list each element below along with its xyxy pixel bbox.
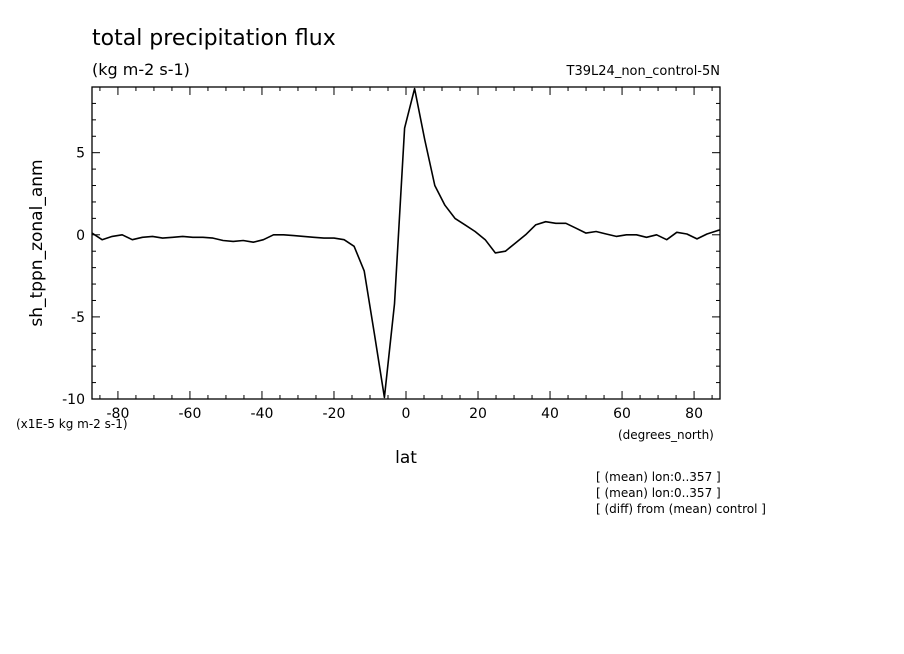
x-axis-ticks: -80 -60 -40 -20 0 20 40 60 80	[99, 87, 713, 422]
x-tick-label: 60	[613, 406, 631, 422]
y-tick-label: -10	[62, 392, 85, 408]
experiment-label: T39L24_non_control-5N	[566, 64, 720, 79]
x-axis-units: (degrees_north)	[618, 428, 714, 442]
x-tick-label: 0	[402, 406, 411, 422]
x-tick-label: -20	[323, 406, 346, 422]
x-tick-label: -60	[179, 406, 202, 422]
x-tick-label: 40	[541, 406, 559, 422]
y-tick-label: -5	[71, 310, 85, 326]
x-tick-label: -40	[251, 406, 274, 422]
y-axis-label: sh_tppn_zonal_anm	[27, 159, 47, 326]
y-scale-note: (x1E-5 kg m-2 s-1)	[16, 417, 128, 431]
y-tick-label: 5	[76, 146, 85, 162]
x-axis-label: lat	[395, 448, 417, 468]
y-tick-label: 0	[76, 228, 85, 244]
plot-frame	[91, 86, 721, 400]
x-tick-label: 80	[685, 406, 703, 422]
note-mean-lon-2: [ (mean) lon:0..357 ]	[596, 486, 721, 500]
chart-units: (kg m-2 s-1)	[92, 60, 190, 79]
note-mean-lon-1: [ (mean) lon:0..357 ]	[596, 470, 721, 484]
y-axis-ticks: -10 -5 0 5	[62, 86, 720, 408]
note-diff-control: [ (diff) from (mean) control ]	[596, 502, 766, 516]
chart-title: total precipitation flux	[92, 26, 336, 51]
x-tick-label: -80	[106, 406, 129, 422]
x-tick-label: 20	[469, 406, 487, 422]
series-line	[91, 87, 721, 399]
